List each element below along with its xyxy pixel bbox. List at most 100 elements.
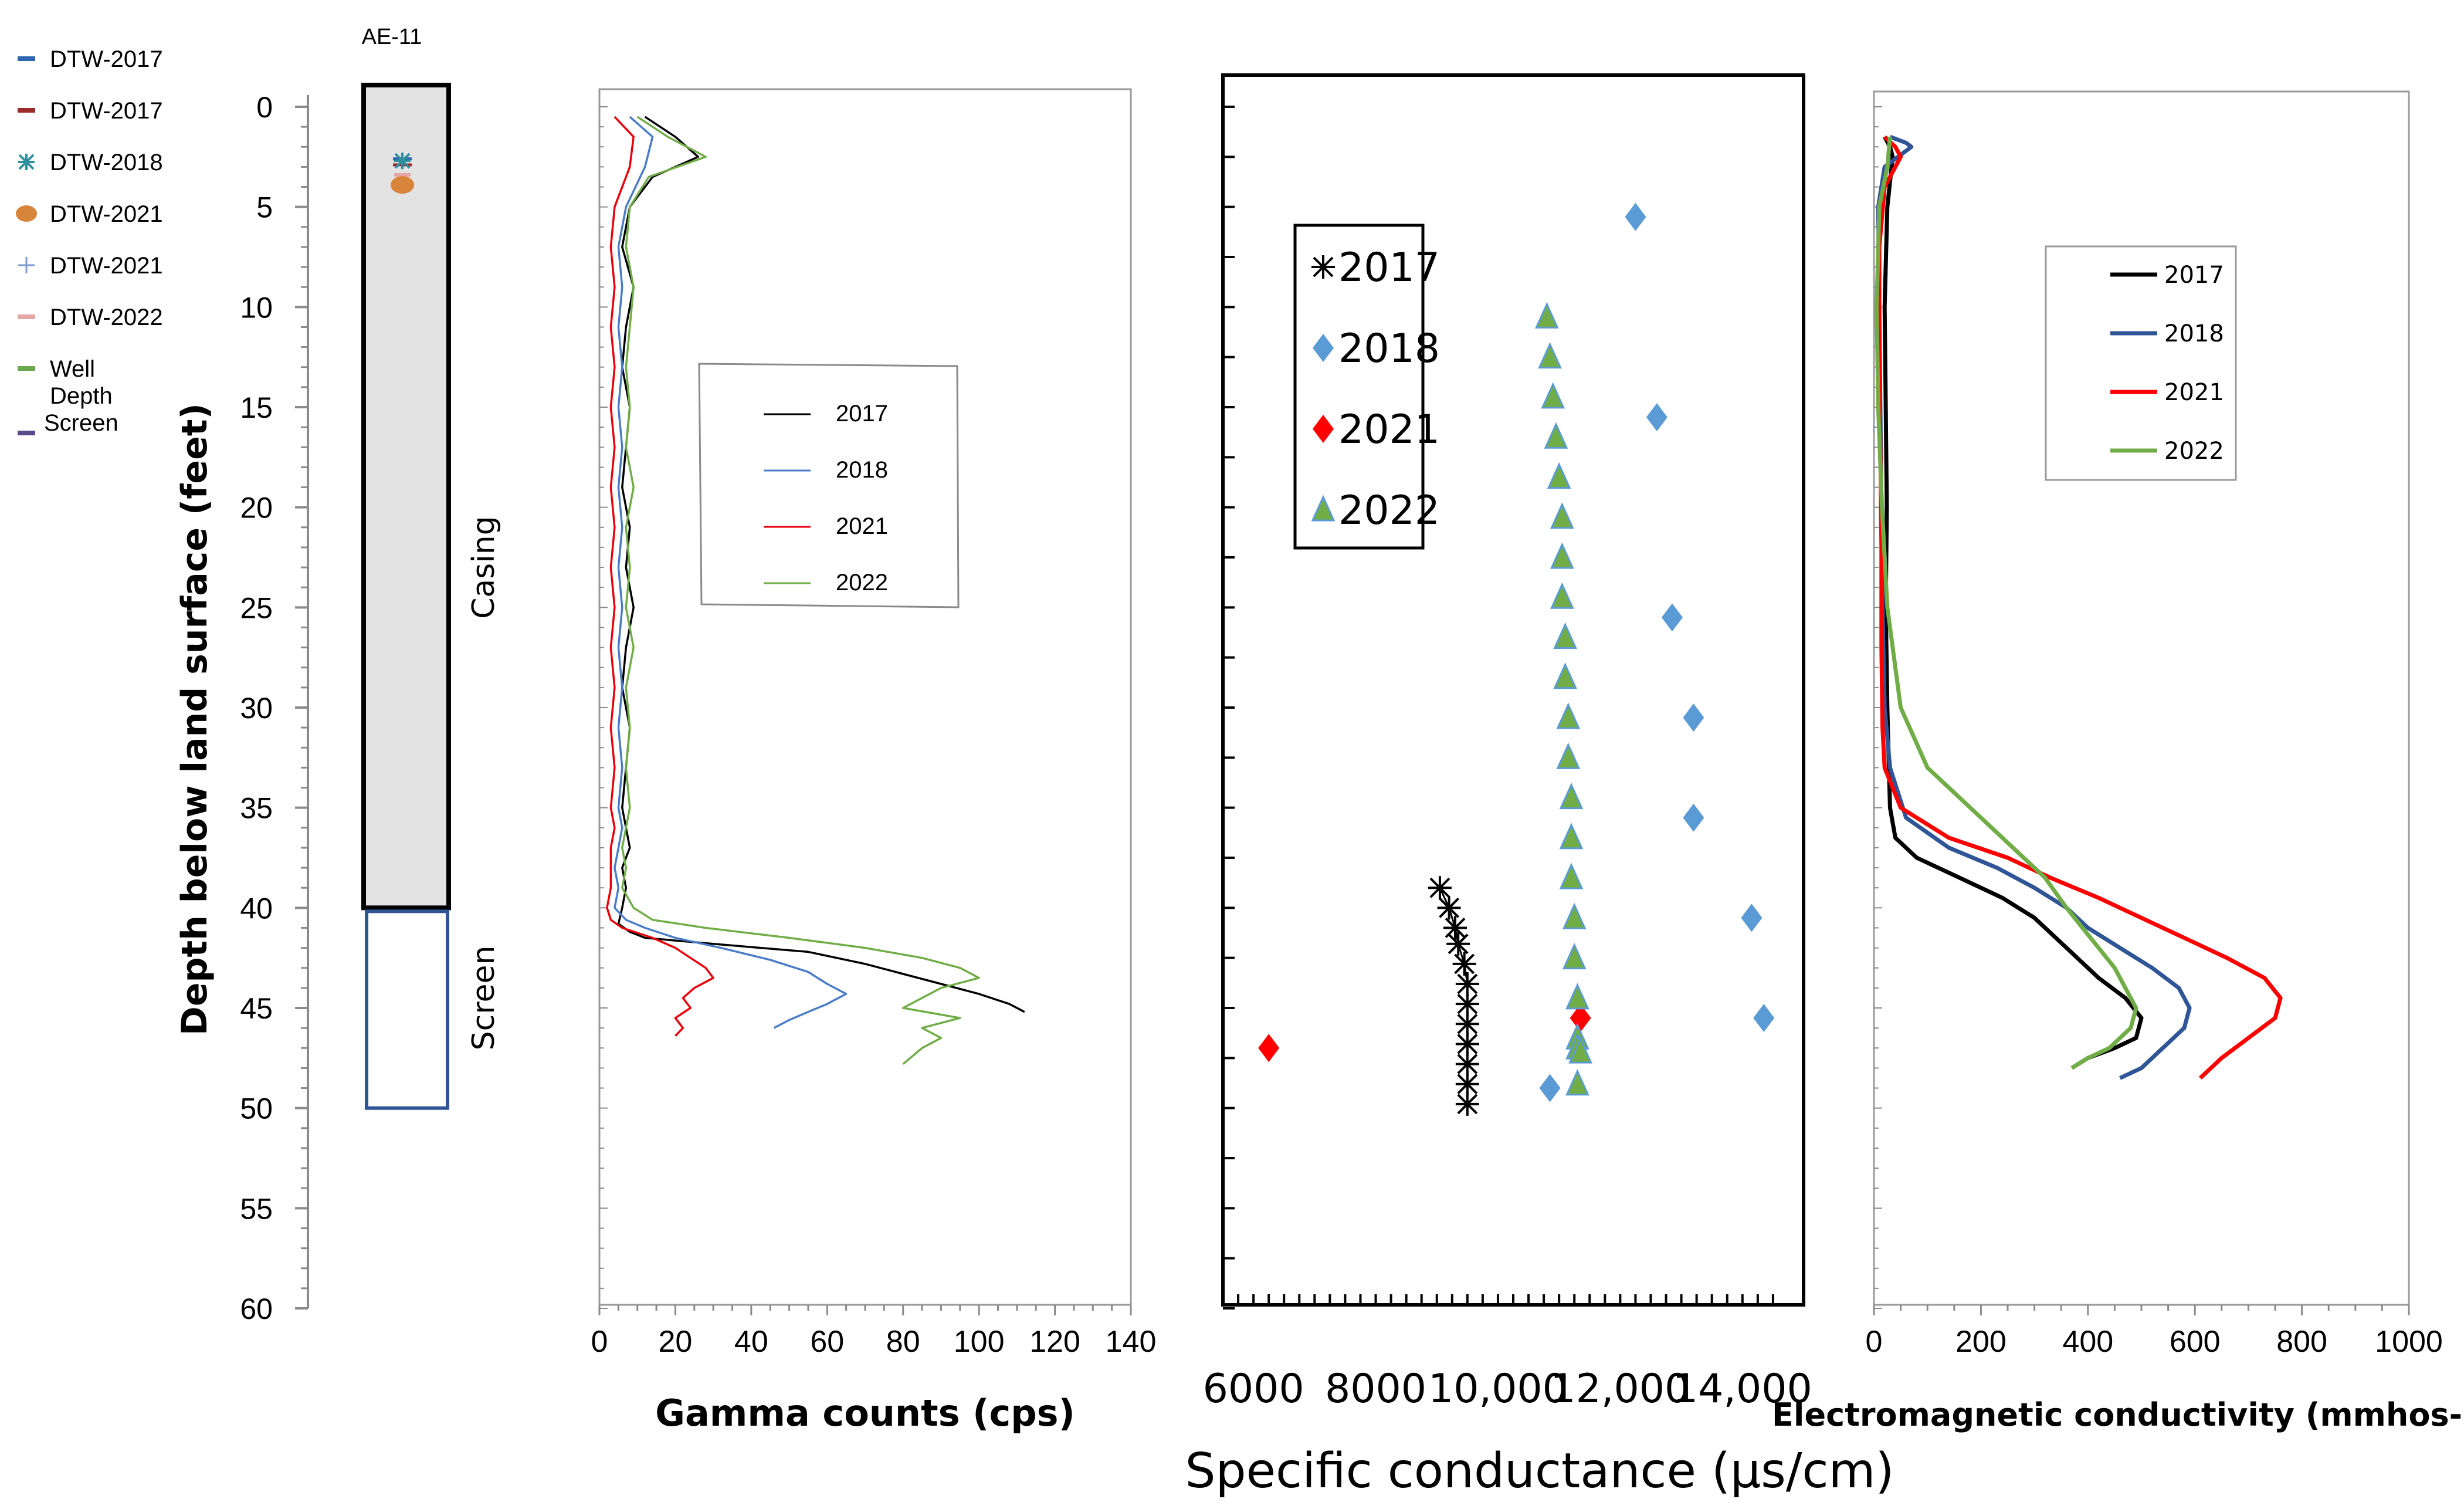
x-tick-label: 20 (659, 1325, 693, 1359)
gamma-legend-label: 2022 (836, 570, 888, 596)
gamma-series-2022 (621, 116, 980, 1065)
sc-point-2018 (1753, 1004, 1775, 1033)
sc-legend-label: 2022 (1338, 488, 1440, 534)
sc-point-2022 (1568, 1037, 1592, 1064)
well-name-label: AE-11 (362, 25, 422, 49)
gamma-series (606, 116, 1025, 1065)
legend-label: DTW-2018 (50, 150, 163, 175)
sc-point-2022 (1535, 302, 1559, 329)
depth-tick-label: 40 (240, 892, 273, 925)
depth-tick-label: 15 (240, 391, 273, 424)
em-series (1875, 134, 2283, 1080)
casing-label: Casing (466, 516, 501, 619)
depth-tick-label: 55 (240, 1192, 273, 1225)
x-tick-label: 1000 (2375, 1325, 2443, 1359)
sc-point-2018 (1646, 403, 1667, 432)
sc-point-2018 (1661, 603, 1683, 632)
depth-tick-label: 35 (240, 792, 273, 825)
x-tick-label: 800 (2276, 1325, 2327, 1359)
sc-series (1258, 202, 1775, 1116)
x-tick-label: 0 (591, 1325, 608, 1359)
dtw-2021-circle (391, 176, 414, 194)
sc-legend-marker (1313, 334, 1334, 362)
sc-point-2022 (1562, 902, 1587, 929)
gamma-series-2021 (606, 116, 714, 1037)
legend-label: Well (50, 356, 95, 382)
sc-point-2022 (1541, 382, 1565, 409)
legend-label: DTW-2021 (50, 201, 163, 227)
em-legend-label: 2021 (2164, 379, 2224, 406)
depth-tick-label: 30 (240, 692, 273, 725)
sc-point-2022 (1547, 462, 1571, 489)
em-series-2017 (1882, 136, 2144, 1070)
gamma-legend-box (698, 363, 960, 608)
legend-circle-icon (16, 205, 37, 222)
sc-point-2022 (1562, 943, 1587, 970)
sc-point-2018 (1539, 1074, 1561, 1102)
sc-point-2018 (1625, 202, 1646, 231)
sc-point-2022 (1550, 502, 1574, 529)
gamma-x-axis-label: Gamma counts (cps) (655, 1392, 1075, 1434)
legend-label: Depth (50, 383, 113, 409)
sc-legend-marker (1313, 415, 1334, 443)
x-tick-label: 60 (810, 1325, 844, 1359)
x-tick-label: 200 (1955, 1325, 2007, 1359)
x-tick-label: 80 (886, 1325, 920, 1359)
depth-axis: Depth below land surface (feet) 0 5 10 15 20… (174, 91, 309, 1325)
depth-tick-label: 60 (240, 1293, 273, 1325)
well-schematic: AE-11 Casing Screen (361, 25, 501, 1110)
x-tick-label: 100 (954, 1325, 1005, 1359)
x-tick-label: 12,000 (1550, 1366, 1690, 1412)
x-tick-label: 6000 (1203, 1366, 1304, 1412)
sc-point-2018 (1683, 703, 1704, 732)
sc-legend-label: 2021 (1338, 407, 1440, 453)
gamma-legend-label: 2018 (836, 457, 888, 483)
em-x-axis-label: Electromagnetic conductivity (mmhos-m) (1772, 1396, 2464, 1433)
sc-point-2022 (1565, 983, 1589, 1010)
depth-tick-label: 20 (240, 492, 273, 525)
screen-label: Screen (466, 946, 501, 1051)
sc-point-2018 (1741, 904, 1763, 932)
sc-point-2022 (1556, 702, 1581, 729)
depth-tick-label: 45 (240, 992, 273, 1025)
gamma-legend-label: 2021 (836, 513, 888, 539)
sc-point-2022 (1538, 342, 1562, 369)
em-legend-label: 2017 (2164, 262, 2224, 289)
gamma-legend-label: 2017 (836, 401, 888, 427)
gamma-ticks: 0 20 40 60 80 100 120 140 (591, 106, 1156, 1359)
x-tick-label: 400 (2062, 1325, 2113, 1359)
x-tick-label: 120 (1029, 1325, 1080, 1359)
depth-axis-label: Depth below land surface (feet) (174, 403, 215, 1036)
sc-point-2022 (1553, 662, 1577, 689)
em-legend-label: 2018 (2164, 320, 2224, 347)
electromagnetic-chart: 0 200 400 600 800 1000 2017 2018 2021 2022 Elect… (1772, 90, 2464, 1433)
em-legend-box (2045, 245, 2237, 481)
em-legend: 2017 2018 2021 2022 (2045, 245, 2237, 481)
gamma-series-2018 (614, 116, 848, 1029)
depth-tick-label: 50 (240, 1092, 273, 1125)
well-casing (361, 83, 451, 911)
legend-label: Screen (44, 410, 118, 436)
em-series-2022 (1875, 136, 2138, 1070)
legend-label: DTW-2022 (50, 304, 163, 330)
gamma-legend: 2017 2018 2021 2022 (698, 363, 960, 608)
sc-legend: 2017 2018 2021 2022 (1293, 224, 1440, 550)
sc-legend-box (1293, 224, 1425, 550)
sc-point-2022 (1559, 862, 1584, 889)
sc-point-2022 (1559, 782, 1584, 810)
sc-point-2021 (1258, 1034, 1280, 1063)
sc-point-2022 (1550, 542, 1574, 569)
depth-tick-label: 0 (256, 91, 273, 124)
well-legend: DTW-2017 DTW-2017 DTW-2018 DTW-2021 DTW-2021… (16, 46, 163, 436)
sc-point-2022 (1556, 742, 1581, 769)
x-tick-label: 8000 (1325, 1366, 1426, 1412)
legend-label: DTW-2017 (50, 46, 163, 72)
sc-legend-label: 2018 (1338, 326, 1440, 372)
dtw-markers (391, 153, 414, 194)
x-tick-label: 0 (1866, 1325, 1883, 1359)
x-tick-label: 600 (2170, 1325, 2221, 1359)
legend-label: DTW-2017 (50, 98, 163, 124)
